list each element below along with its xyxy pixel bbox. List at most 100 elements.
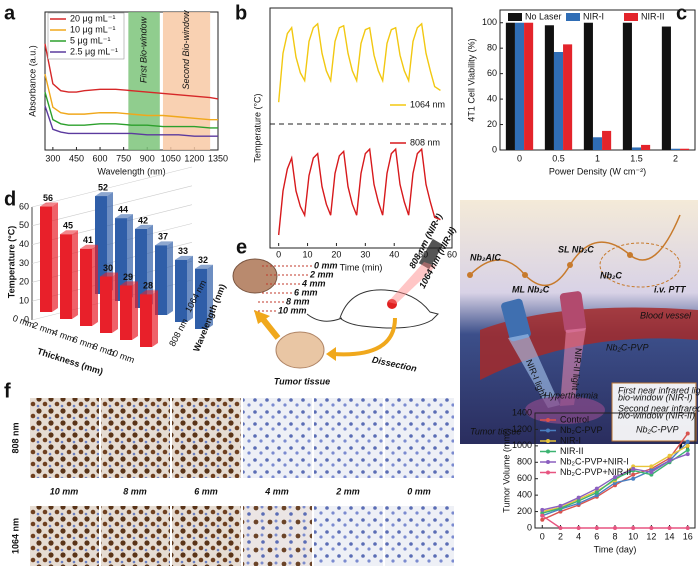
x-tick-label: 30 [360, 249, 370, 259]
bar-top [140, 290, 158, 295]
y-axis-label: Tumor Volume (mm³) [501, 428, 511, 513]
y-tick-label: 1200 [512, 424, 532, 434]
bar [622, 22, 632, 150]
effect-label: Hyperthermia [544, 390, 598, 400]
data-point [667, 458, 672, 463]
bar-side [127, 214, 133, 301]
data-point [649, 464, 654, 469]
micrograph [172, 506, 241, 566]
legend-label: Nb₂C-PVP+NIR-II [560, 467, 631, 477]
bar-top [155, 241, 173, 246]
micrograph [385, 398, 454, 478]
bar-top [115, 214, 133, 219]
bar-side [187, 255, 193, 322]
node [467, 272, 473, 278]
x-tick-label: 2 [673, 153, 678, 163]
x-tick-label: 12 [646, 531, 656, 541]
y-axis-label: Temperature (°C) [6, 226, 16, 298]
data-label: 52 [98, 182, 108, 192]
panel-letter: f [4, 380, 11, 402]
data-point [685, 443, 690, 448]
bar [60, 234, 72, 319]
series-line [44, 73, 218, 121]
data-label: 33 [178, 246, 188, 256]
legend-text: Nb₂C-PVP [636, 424, 678, 434]
light-beam [508, 334, 560, 408]
y-axis-label: 4T1 Cell Viability (%) [466, 38, 476, 121]
bar [661, 26, 671, 150]
y-tick-label: 80 [487, 43, 497, 53]
y-tick-label: 40 [19, 239, 29, 249]
node [567, 262, 573, 268]
x-tick-label: 4 [576, 531, 581, 541]
row-label: 808 nm [10, 422, 20, 453]
y-tick-label: 0 [492, 144, 497, 154]
data-label: 56 [43, 193, 53, 203]
depth-label: 2 mm [335, 486, 360, 496]
x-tick-label: 20 [331, 249, 341, 259]
arrow-head [254, 310, 270, 324]
depth-label: 6 mm [194, 486, 218, 496]
depth-label: 0 mm [314, 260, 338, 270]
y-axis-label: Temperature (°C) [252, 93, 262, 162]
bar [680, 148, 690, 150]
legend-label: NIR-II [560, 446, 584, 456]
node [627, 252, 633, 258]
arrow-head [326, 347, 336, 361]
y-tick-label: 20 [487, 119, 497, 129]
data-point [558, 526, 563, 530]
y-tick-label: 600 [517, 473, 532, 483]
data-point [667, 453, 672, 458]
bar-top [60, 230, 78, 235]
arrow [332, 317, 397, 357]
data-point [631, 526, 636, 530]
data-label: 28 [143, 281, 153, 291]
tumor-tissue [275, 331, 325, 369]
vessel-label: Blood vessel [640, 310, 692, 320]
bar [195, 268, 207, 329]
x-tick-label: 2 [558, 531, 563, 541]
mouse [339, 289, 439, 329]
row-label: 1064 nm [10, 518, 20, 554]
x-tick-label: 0 [276, 249, 281, 259]
x-tick-label: 1 [595, 153, 600, 163]
micrograph [172, 398, 241, 478]
micrograph [314, 506, 383, 566]
bar [563, 44, 573, 151]
data-point [667, 526, 672, 530]
data-point [649, 526, 654, 530]
panel-letter: c [676, 2, 687, 24]
legend-label: 1064 nm [410, 99, 445, 109]
y-tick-label: 1000 [512, 440, 532, 450]
band-label: Second Bio-window [181, 10, 191, 90]
legend-label: 10 μg mL⁻¹ [70, 24, 115, 34]
data-label: 44 [118, 205, 128, 215]
bar [175, 259, 187, 322]
legend-label: No Laser [525, 11, 562, 21]
route-label: i.v. PTT [654, 284, 687, 294]
laser-head [418, 238, 444, 270]
band-label: First Bio-window [138, 16, 148, 83]
vessel-outline [599, 242, 681, 288]
legend-swatch [624, 13, 638, 21]
bar [140, 294, 152, 347]
grid-line [31, 166, 193, 208]
data-point [685, 431, 690, 436]
legend-label: Control [560, 414, 589, 424]
x-tick-label: 1.5 [630, 153, 643, 163]
data-point [558, 503, 563, 508]
legend-label: 808 nm [410, 137, 440, 147]
data-point [576, 526, 581, 530]
step-label: ML Nb₂C [512, 284, 550, 294]
legend-marker [546, 428, 550, 433]
bar-top [40, 202, 58, 207]
x-tick-label: 0 [540, 531, 545, 541]
bar-side [112, 272, 118, 333]
data-point [631, 476, 636, 481]
data-label: 29 [123, 272, 133, 282]
data-point [594, 486, 599, 491]
legend-marker [546, 470, 550, 475]
panel-letter: e [236, 236, 247, 258]
